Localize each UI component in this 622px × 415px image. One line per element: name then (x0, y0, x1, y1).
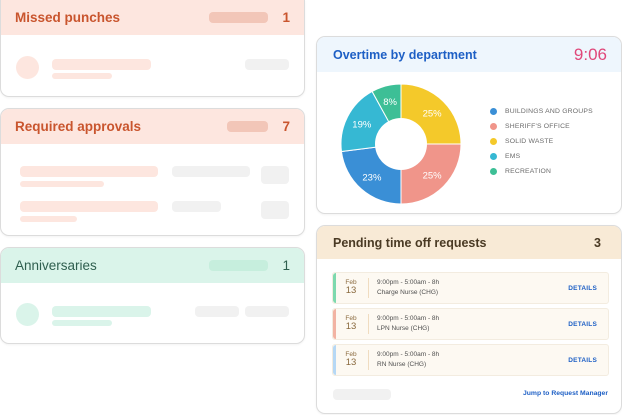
request-info: 9:00pm - 5:00am - 8h RN Nurse (CHG) (377, 351, 440, 368)
card-title: Required approvals (15, 119, 142, 134)
skeleton-line (52, 306, 151, 317)
skeleton-block (261, 201, 289, 219)
card-count: 7 (282, 119, 290, 134)
legend-dot-icon (490, 108, 497, 115)
svg-text:19%: 19% (352, 120, 372, 131)
svg-text:23%: 23% (362, 173, 382, 184)
skeleton-badge (209, 12, 269, 23)
skeleton-line (20, 181, 104, 187)
skeleton-block (245, 306, 289, 317)
legend-item: BUILDINGS AND GROUPS (490, 104, 593, 119)
card-title: Anniversaries (15, 258, 97, 273)
skeleton-line (20, 216, 77, 222)
required-approvals-card[interactable]: Required approvals 7 (0, 108, 305, 236)
skeleton-line (20, 201, 158, 212)
status-bar (333, 345, 336, 375)
skeleton-badge (209, 260, 269, 271)
pending-header: Pending time off requests 3 (317, 226, 621, 259)
request-info: 9:00pm - 5:00am - 8h LPN Nurse (CHG) (377, 315, 440, 332)
request-date: Feb 13 (345, 315, 357, 333)
missed-punches-header: Missed punches 1 (1, 0, 304, 35)
divider (368, 350, 369, 370)
overtime-header: Overtime by department 9:06 (317, 37, 621, 72)
details-link[interactable]: DETAILS (568, 356, 597, 364)
divider (368, 278, 369, 298)
missed-punches-card[interactable]: Missed punches 1 (0, 0, 305, 97)
divider (368, 314, 369, 334)
status-bar (333, 309, 336, 339)
skeleton-block (172, 166, 250, 177)
details-link[interactable]: DETAILS (568, 284, 597, 292)
skeleton-block (245, 59, 289, 70)
legend-item: EMS (490, 149, 593, 164)
skeleton-line (52, 320, 112, 326)
skeleton-badge (227, 121, 269, 132)
required-approvals-header: Required approvals 7 (1, 109, 304, 144)
skeleton-block (333, 389, 391, 400)
request-item[interactable]: Feb 13 9:00pm - 5:00am - 8h RN Nurse (CH… (332, 344, 609, 376)
jump-to-request-manager-link[interactable]: Jump to Request Manager (523, 390, 608, 397)
request-item[interactable]: Feb 13 9:00pm - 5:00am - 8h LPN Nurse (C… (332, 308, 609, 340)
skeleton-line (20, 166, 158, 177)
card-title: Overtime by department (333, 47, 477, 62)
legend-item: SHERIFF'S OFFICE (490, 119, 593, 134)
skeleton-block (195, 306, 239, 317)
overtime-donut-chart: 25% 25% 23% 19% 8% (340, 83, 462, 205)
anniversaries-header: Anniversaries 1 (1, 248, 304, 283)
svg-text:25%: 25% (423, 108, 443, 119)
legend-item: SOLID WASTE (490, 134, 593, 149)
legend-dot-icon (490, 168, 497, 175)
legend-dot-icon (490, 138, 497, 145)
card-count: 1 (282, 258, 290, 273)
request-info: 9:00pm - 5:00am - 8h Charge Nurse (CHG) (377, 279, 440, 296)
skeleton-block (172, 201, 221, 212)
skeleton-block (261, 166, 289, 184)
request-date: Feb 13 (345, 279, 357, 297)
details-link[interactable]: DETAILS (568, 320, 597, 328)
card-title: Missed punches (15, 10, 121, 25)
skeleton-line (52, 59, 151, 70)
anniversaries-card[interactable]: Anniversaries 1 (0, 247, 305, 344)
skeleton-avatar (16, 303, 39, 326)
card-title: Pending time off requests (333, 235, 487, 250)
legend-dot-icon (490, 153, 497, 160)
svg-text:8%: 8% (383, 97, 397, 108)
request-item[interactable]: Feb 13 9:00pm - 5:00am - 8h Charge Nurse… (332, 272, 609, 304)
svg-text:25%: 25% (423, 171, 443, 182)
clock-time: 9:06 (573, 44, 607, 64)
legend-dot-icon (490, 123, 497, 130)
skeleton-avatar (16, 56, 39, 79)
card-count: 3 (594, 235, 601, 250)
status-bar (333, 273, 336, 303)
request-date: Feb 13 (345, 351, 357, 369)
legend-item: RECREATION (490, 164, 593, 179)
skeleton-line (52, 73, 112, 79)
card-count: 1 (282, 10, 290, 25)
chart-legend: BUILDINGS AND GROUPS SHERIFF'S OFFICE SOLI… (490, 104, 593, 179)
